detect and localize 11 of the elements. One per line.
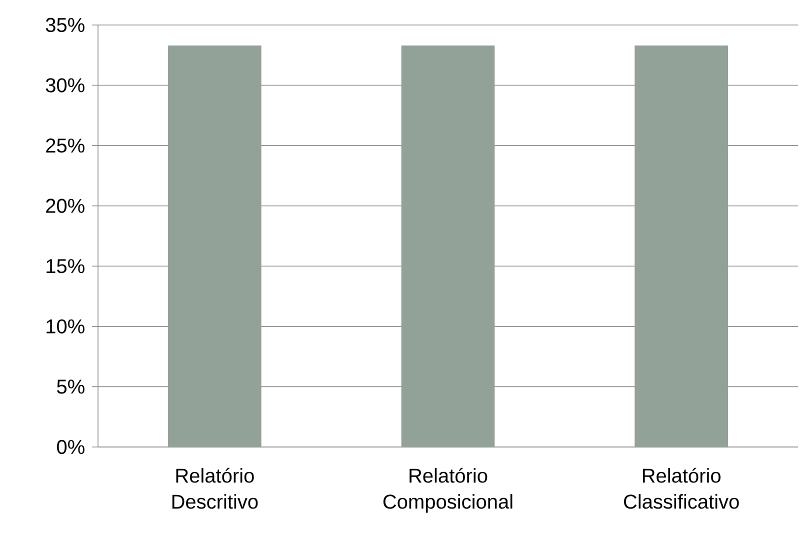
y-tick-label: 0% <box>57 440 84 454</box>
x-tick-label: Relatório Composicional <box>383 468 512 513</box>
x-tick-label: Relatório Classificativo <box>624 468 739 509</box>
y-tick-label: 5% <box>57 380 84 394</box>
x-tick-label: Relatório Descritivo <box>172 468 258 509</box>
y-tick-label: 35% <box>46 18 84 32</box>
y-tick-label: 25% <box>46 138 84 153</box>
y-tick-label: 10% <box>46 319 84 334</box>
y-tick-label: 15% <box>46 259 84 274</box>
y-tick-label: 20% <box>46 198 84 213</box>
y-tick-label: 30% <box>46 78 84 92</box>
